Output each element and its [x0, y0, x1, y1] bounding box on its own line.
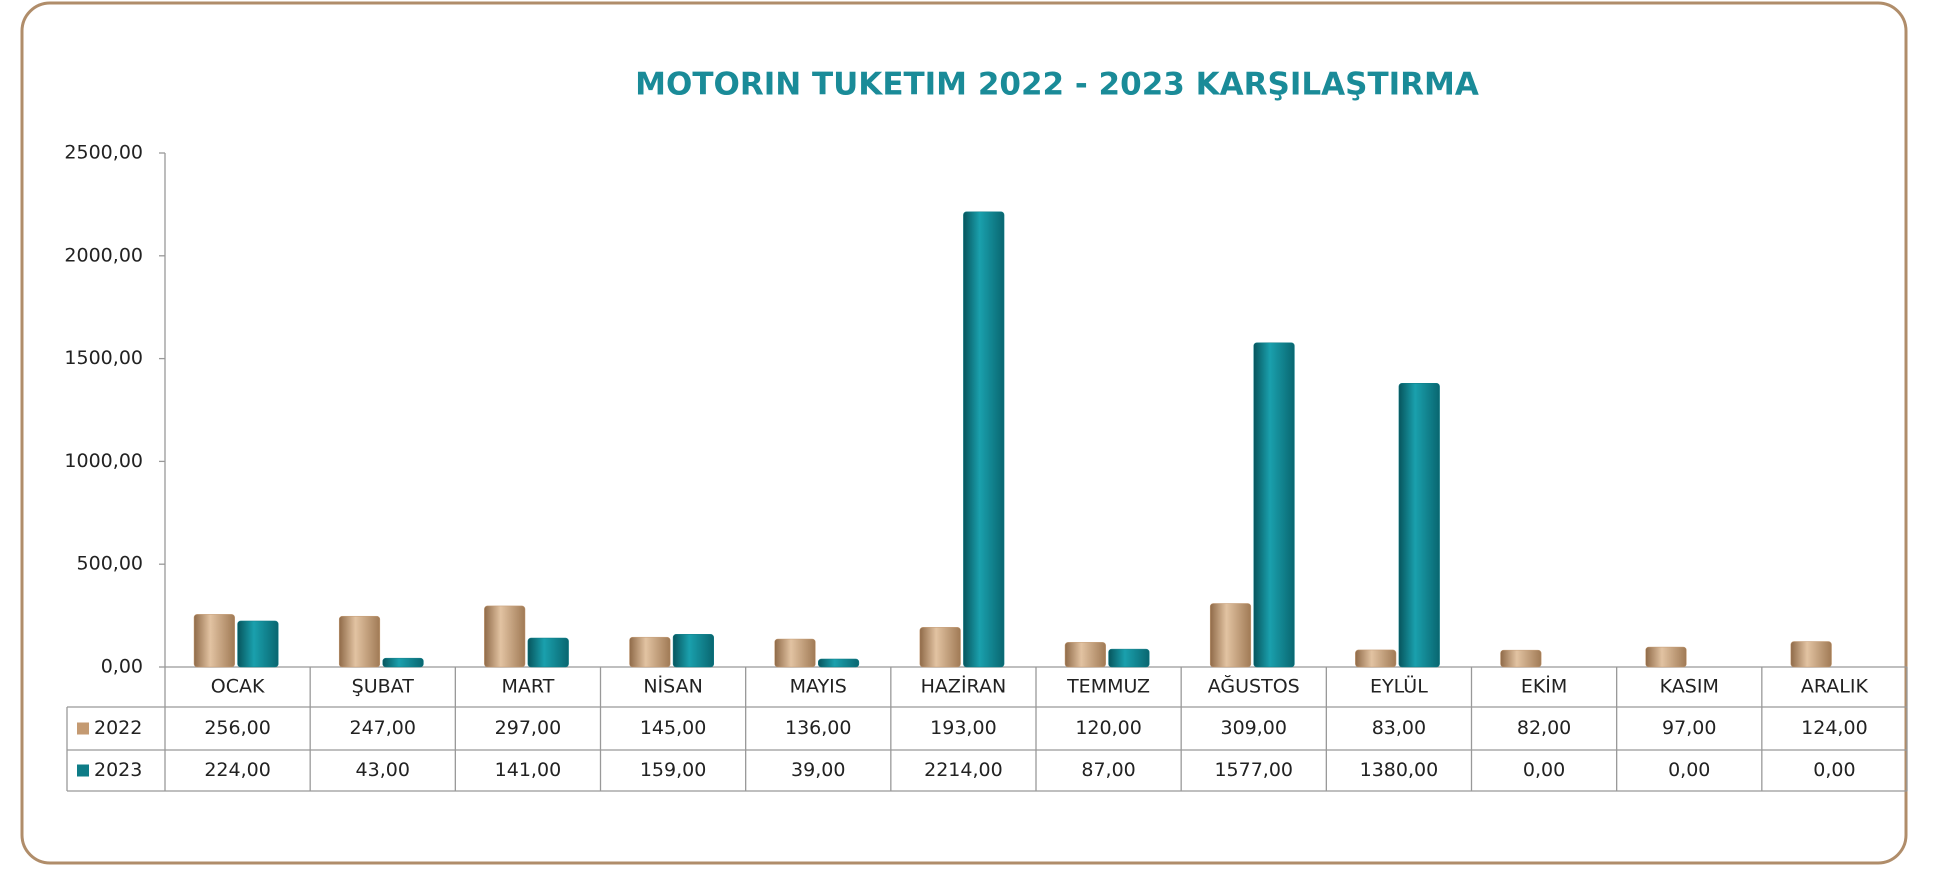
bar — [237, 620, 279, 668]
data-label: 97,00 — [1662, 717, 1716, 739]
y-tick-label: 0,00 — [101, 656, 143, 678]
bar — [1108, 648, 1150, 668]
bar — [484, 605, 526, 668]
data-label: 309,00 — [1221, 717, 1287, 739]
x-tick-label: HAZİRAN — [921, 675, 1007, 698]
chart-title: MOTORIN TUKETIM 2022 - 2023 KARŞILAŞTIRM… — [635, 67, 1479, 103]
y-tick-label: 2000,00 — [64, 244, 143, 266]
legend-label: 2023 — [94, 759, 142, 781]
bar — [382, 657, 424, 668]
data-label: 0,00 — [1523, 759, 1565, 781]
x-tick-label: MAYIS — [790, 676, 847, 698]
data-label: 120,00 — [1075, 717, 1141, 739]
bar — [963, 211, 1005, 668]
bar — [672, 634, 714, 668]
data-label: 247,00 — [350, 717, 416, 739]
y-tick-label: 500,00 — [77, 553, 143, 575]
x-tick-label: AĞUSTOS — [1208, 674, 1300, 698]
data-label: 43,00 — [356, 759, 410, 781]
bar — [1398, 383, 1440, 668]
y-tick-label: 1000,00 — [64, 450, 143, 472]
x-tick-label: MART — [502, 676, 555, 698]
legend-key — [77, 722, 89, 735]
data-label: 141,00 — [495, 759, 561, 781]
data-label: 224,00 — [204, 759, 270, 781]
x-tick-label: NİSAN — [643, 675, 702, 698]
y-tick-label: 2500,00 — [64, 142, 143, 164]
x-tick-label: TEMMUZ — [1066, 676, 1150, 698]
x-tick-label: KASIM — [1660, 676, 1719, 698]
data-label: 1577,00 — [1214, 759, 1293, 781]
bar — [527, 637, 569, 668]
data-label: 145,00 — [640, 717, 706, 739]
bar — [1500, 649, 1542, 668]
y-tick-label: 1500,00 — [64, 347, 143, 369]
data-label: 0,00 — [1813, 759, 1855, 781]
data-label: 256,00 — [204, 717, 270, 739]
data-label: 136,00 — [785, 717, 851, 739]
data-label: 1380,00 — [1360, 759, 1439, 781]
data-label: 2214,00 — [924, 759, 1003, 781]
bar — [1790, 641, 1832, 668]
data-label: 193,00 — [930, 717, 996, 739]
bar — [193, 614, 235, 668]
bar — [919, 627, 961, 668]
bar — [1355, 649, 1397, 668]
bar — [818, 658, 860, 668]
x-tick-label: ŞUBAT — [352, 676, 415, 698]
data-label: 87,00 — [1081, 759, 1135, 781]
data-label: 124,00 — [1801, 717, 1867, 739]
data-label: 83,00 — [1372, 717, 1426, 739]
x-tick-label: ARALIK — [1801, 676, 1869, 698]
bar — [338, 615, 381, 668]
bar — [629, 636, 671, 668]
data-label: 39,00 — [791, 759, 845, 781]
data-label: 0,00 — [1668, 759, 1710, 781]
data-label: 297,00 — [495, 717, 561, 739]
x-tick-label: EYLÜL — [1370, 675, 1428, 698]
bar — [1064, 642, 1106, 668]
x-tick-label: OCAK — [211, 676, 265, 698]
bar — [1645, 646, 1687, 668]
legend-label: 2022 — [94, 717, 142, 739]
x-tick-label: EKİM — [1521, 675, 1567, 698]
bar — [1209, 603, 1252, 668]
bar — [1253, 342, 1295, 668]
bar — [774, 638, 816, 668]
legend-key — [77, 764, 89, 777]
data-label: 82,00 — [1517, 717, 1571, 739]
data-label: 159,00 — [640, 759, 706, 781]
